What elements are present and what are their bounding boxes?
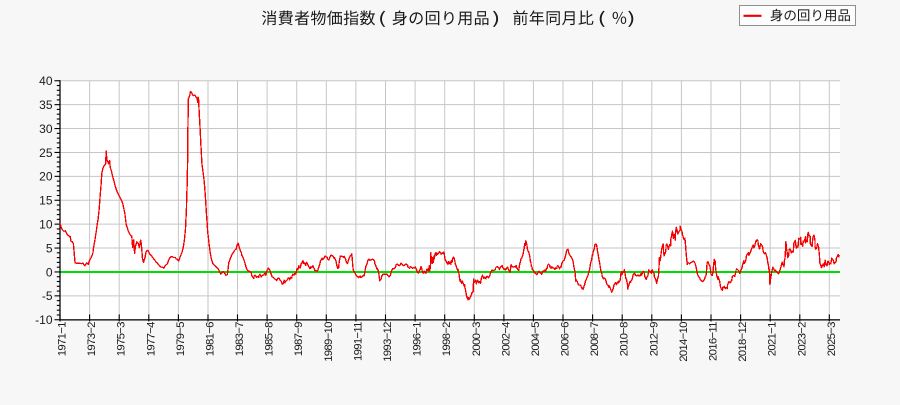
svg-text:2006−6: 2006−6 — [560, 322, 572, 356]
svg-text:1983−7: 1983−7 — [234, 322, 246, 356]
svg-text:2018−12: 2018−12 — [737, 322, 749, 362]
svg-text:10: 10 — [39, 218, 53, 232]
svg-text:1991−11: 1991−11 — [352, 322, 364, 361]
svg-text:1987−9: 1987−9 — [293, 322, 305, 356]
svg-text:2023−2: 2023−2 — [796, 322, 808, 356]
svg-text:2025−3: 2025−3 — [826, 322, 838, 356]
svg-text:1977−4: 1977−4 — [145, 322, 157, 356]
svg-text:30: 30 — [39, 122, 53, 136]
svg-text:2002−4: 2002−4 — [500, 322, 512, 356]
svg-text:15: 15 — [39, 194, 53, 208]
svg-text:1993−12: 1993−12 — [382, 322, 394, 362]
svg-text:25: 25 — [39, 146, 53, 160]
svg-text:40: 40 — [39, 74, 53, 88]
svg-text:2014−10: 2014−10 — [678, 322, 690, 362]
svg-text:2010−8: 2010−8 — [619, 322, 631, 356]
svg-text:1998−2: 1998−2 — [441, 322, 453, 356]
svg-text:20: 20 — [39, 170, 53, 184]
svg-text:5: 5 — [46, 241, 53, 255]
svg-text:1973−2: 1973−2 — [86, 322, 98, 356]
svg-text:1979−5: 1979−5 — [175, 322, 187, 356]
svg-text:1985−8: 1985−8 — [264, 322, 276, 356]
svg-text:2008−7: 2008−7 — [589, 322, 601, 356]
svg-text:1975−3: 1975−3 — [116, 322, 128, 356]
svg-text:2016−11: 2016−11 — [708, 322, 720, 361]
svg-text:1971−1: 1971−1 — [57, 322, 69, 356]
svg-text:1996−1: 1996−1 — [412, 322, 424, 356]
svg-text:35: 35 — [39, 98, 53, 112]
svg-text:2012−9: 2012−9 — [648, 322, 660, 356]
svg-text:2021−1: 2021−1 — [767, 322, 779, 356]
svg-text:1981−6: 1981−6 — [205, 322, 217, 356]
svg-text:-10: -10 — [35, 313, 53, 327]
svg-text:2000−3: 2000−3 — [471, 322, 483, 356]
svg-text:0: 0 — [46, 265, 53, 279]
svg-text:1989−10: 1989−10 — [323, 322, 335, 362]
svg-text:-5: -5 — [42, 289, 53, 303]
svg-text:2004−5: 2004−5 — [530, 322, 542, 356]
